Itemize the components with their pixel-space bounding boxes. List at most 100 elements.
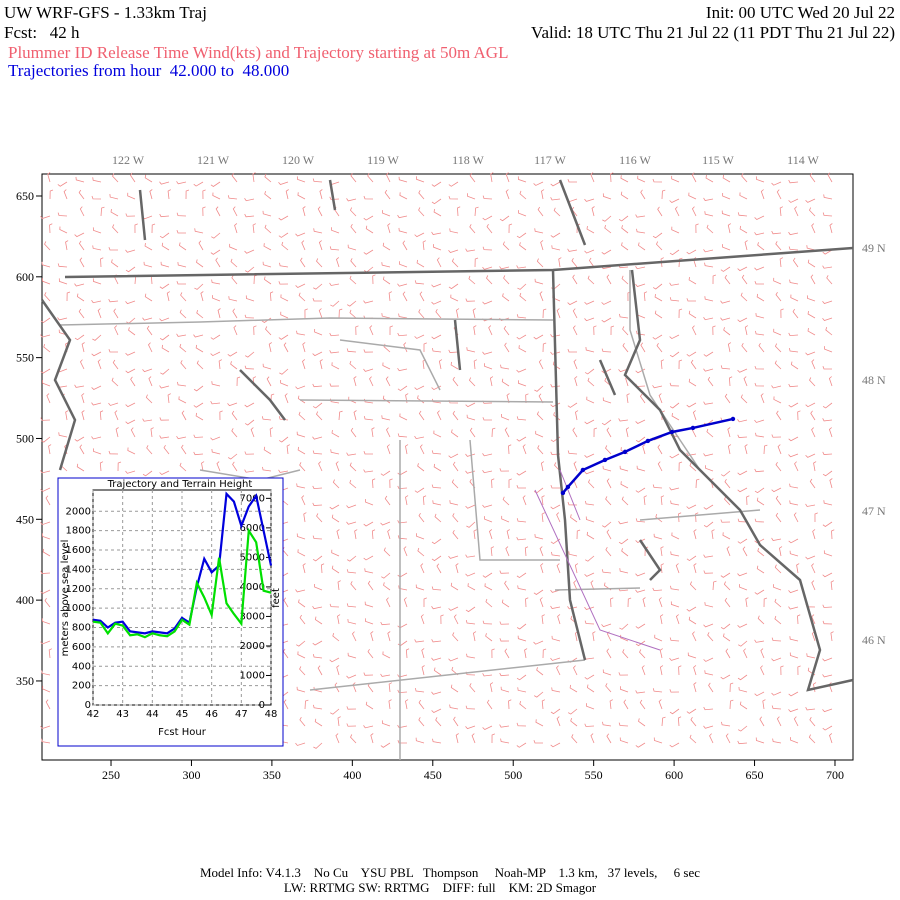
wind-barb bbox=[688, 192, 697, 200]
wind-barb bbox=[538, 359, 544, 370]
wind-barb bbox=[790, 737, 799, 744]
wind-barb bbox=[92, 245, 102, 251]
wind-barb bbox=[601, 419, 612, 426]
wind-barb bbox=[472, 631, 477, 642]
wind-barb bbox=[789, 483, 799, 489]
wind-barb bbox=[371, 427, 375, 438]
wind-barb bbox=[40, 487, 51, 492]
wind-barb bbox=[586, 531, 595, 540]
wind-barb bbox=[517, 176, 527, 183]
wind-barb bbox=[516, 314, 527, 319]
wind-barb bbox=[788, 332, 799, 337]
wind-barb bbox=[312, 450, 323, 455]
wind-barb bbox=[212, 192, 221, 200]
wind-barb bbox=[695, 478, 700, 489]
lon-label: 115 W bbox=[702, 153, 734, 167]
wind-barb bbox=[371, 529, 376, 540]
wind-barb bbox=[110, 209, 119, 217]
wind-barb bbox=[741, 343, 748, 353]
wind-barb bbox=[573, 580, 578, 591]
wind-barb bbox=[363, 469, 374, 473]
wind-barb bbox=[484, 516, 493, 523]
wind-barb bbox=[100, 206, 105, 217]
wind-barb bbox=[92, 278, 102, 285]
wind-barb bbox=[534, 691, 544, 698]
wind-barb bbox=[145, 394, 153, 404]
wind-barb bbox=[737, 623, 748, 628]
wind-barb bbox=[774, 598, 782, 608]
wind-barb bbox=[675, 614, 680, 625]
wind-barb bbox=[605, 496, 612, 506]
wind-barb bbox=[689, 462, 697, 472]
wind-barb bbox=[40, 521, 51, 526]
wind-barb bbox=[809, 478, 816, 489]
wind-barb bbox=[516, 470, 527, 476]
wind-barb bbox=[688, 276, 697, 285]
wind-barb bbox=[639, 393, 646, 404]
wind-barb bbox=[601, 348, 612, 353]
wind-barb bbox=[567, 450, 578, 455]
wind-barb bbox=[383, 582, 391, 591]
wind-barb bbox=[490, 546, 494, 557]
wind-barb bbox=[346, 569, 357, 574]
wind-barb bbox=[691, 206, 697, 217]
y-tick-label: 350 bbox=[16, 674, 34, 688]
wind-barb bbox=[41, 670, 51, 676]
wind-barb bbox=[489, 376, 494, 387]
wind-barb bbox=[91, 300, 102, 304]
footer-2: LW: RRTMG SW: RRTMG DIFF: full KM: 2D Sm… bbox=[284, 880, 597, 895]
wind-barb bbox=[416, 259, 425, 268]
wind-barb bbox=[195, 344, 204, 353]
wind-barb bbox=[466, 521, 476, 528]
wind-barb bbox=[618, 672, 629, 676]
wind-barb bbox=[347, 652, 357, 659]
wind-barb bbox=[805, 351, 816, 356]
wind-barb bbox=[185, 189, 190, 200]
wind-barb bbox=[737, 470, 748, 476]
wind-barb bbox=[656, 342, 663, 353]
wind-barb bbox=[508, 223, 513, 234]
wind-barb bbox=[414, 334, 425, 339]
wind-barb bbox=[466, 414, 476, 421]
lon-label: 116 W bbox=[619, 153, 651, 167]
wind-barb bbox=[669, 453, 680, 459]
wind-barb bbox=[576, 529, 581, 540]
wind-barb bbox=[125, 351, 136, 356]
wind-barb bbox=[823, 500, 833, 506]
wind-barb bbox=[465, 554, 476, 558]
wind-barb bbox=[338, 308, 343, 319]
wind-barb bbox=[92, 334, 102, 341]
wind-barb bbox=[363, 450, 374, 455]
wind-barb bbox=[193, 434, 204, 438]
wind-barb bbox=[382, 362, 391, 370]
wind-barb bbox=[536, 258, 544, 268]
wind-barb bbox=[622, 326, 629, 336]
wind-barb bbox=[499, 570, 510, 574]
wind-barb bbox=[40, 417, 51, 421]
wind-barb bbox=[655, 513, 663, 523]
wind-barb bbox=[773, 328, 782, 336]
wind-barb bbox=[297, 446, 306, 455]
wind-barb bbox=[367, 648, 374, 659]
wind-barb bbox=[550, 742, 561, 748]
wind-barb bbox=[550, 232, 561, 238]
wind-barb bbox=[587, 377, 595, 387]
wind-barb bbox=[722, 532, 731, 540]
wind-barb bbox=[500, 364, 510, 370]
wind-barb bbox=[278, 334, 289, 340]
wind-barb bbox=[703, 623, 714, 628]
lat-label: 46 N bbox=[862, 633, 886, 647]
wind-barb bbox=[677, 716, 682, 727]
wind-barb bbox=[703, 317, 714, 321]
wind-barb bbox=[739, 192, 748, 200]
x-tick-label: 700 bbox=[826, 768, 844, 782]
wind-barb bbox=[40, 215, 51, 219]
wind-barb bbox=[40, 470, 51, 474]
wind-barb bbox=[317, 665, 323, 676]
wind-barb bbox=[678, 308, 683, 319]
wind-barb bbox=[436, 257, 442, 268]
wind-barb bbox=[473, 359, 478, 370]
wind-barb bbox=[585, 555, 595, 562]
wind-barb bbox=[773, 396, 782, 404]
wind-barb bbox=[244, 419, 255, 426]
